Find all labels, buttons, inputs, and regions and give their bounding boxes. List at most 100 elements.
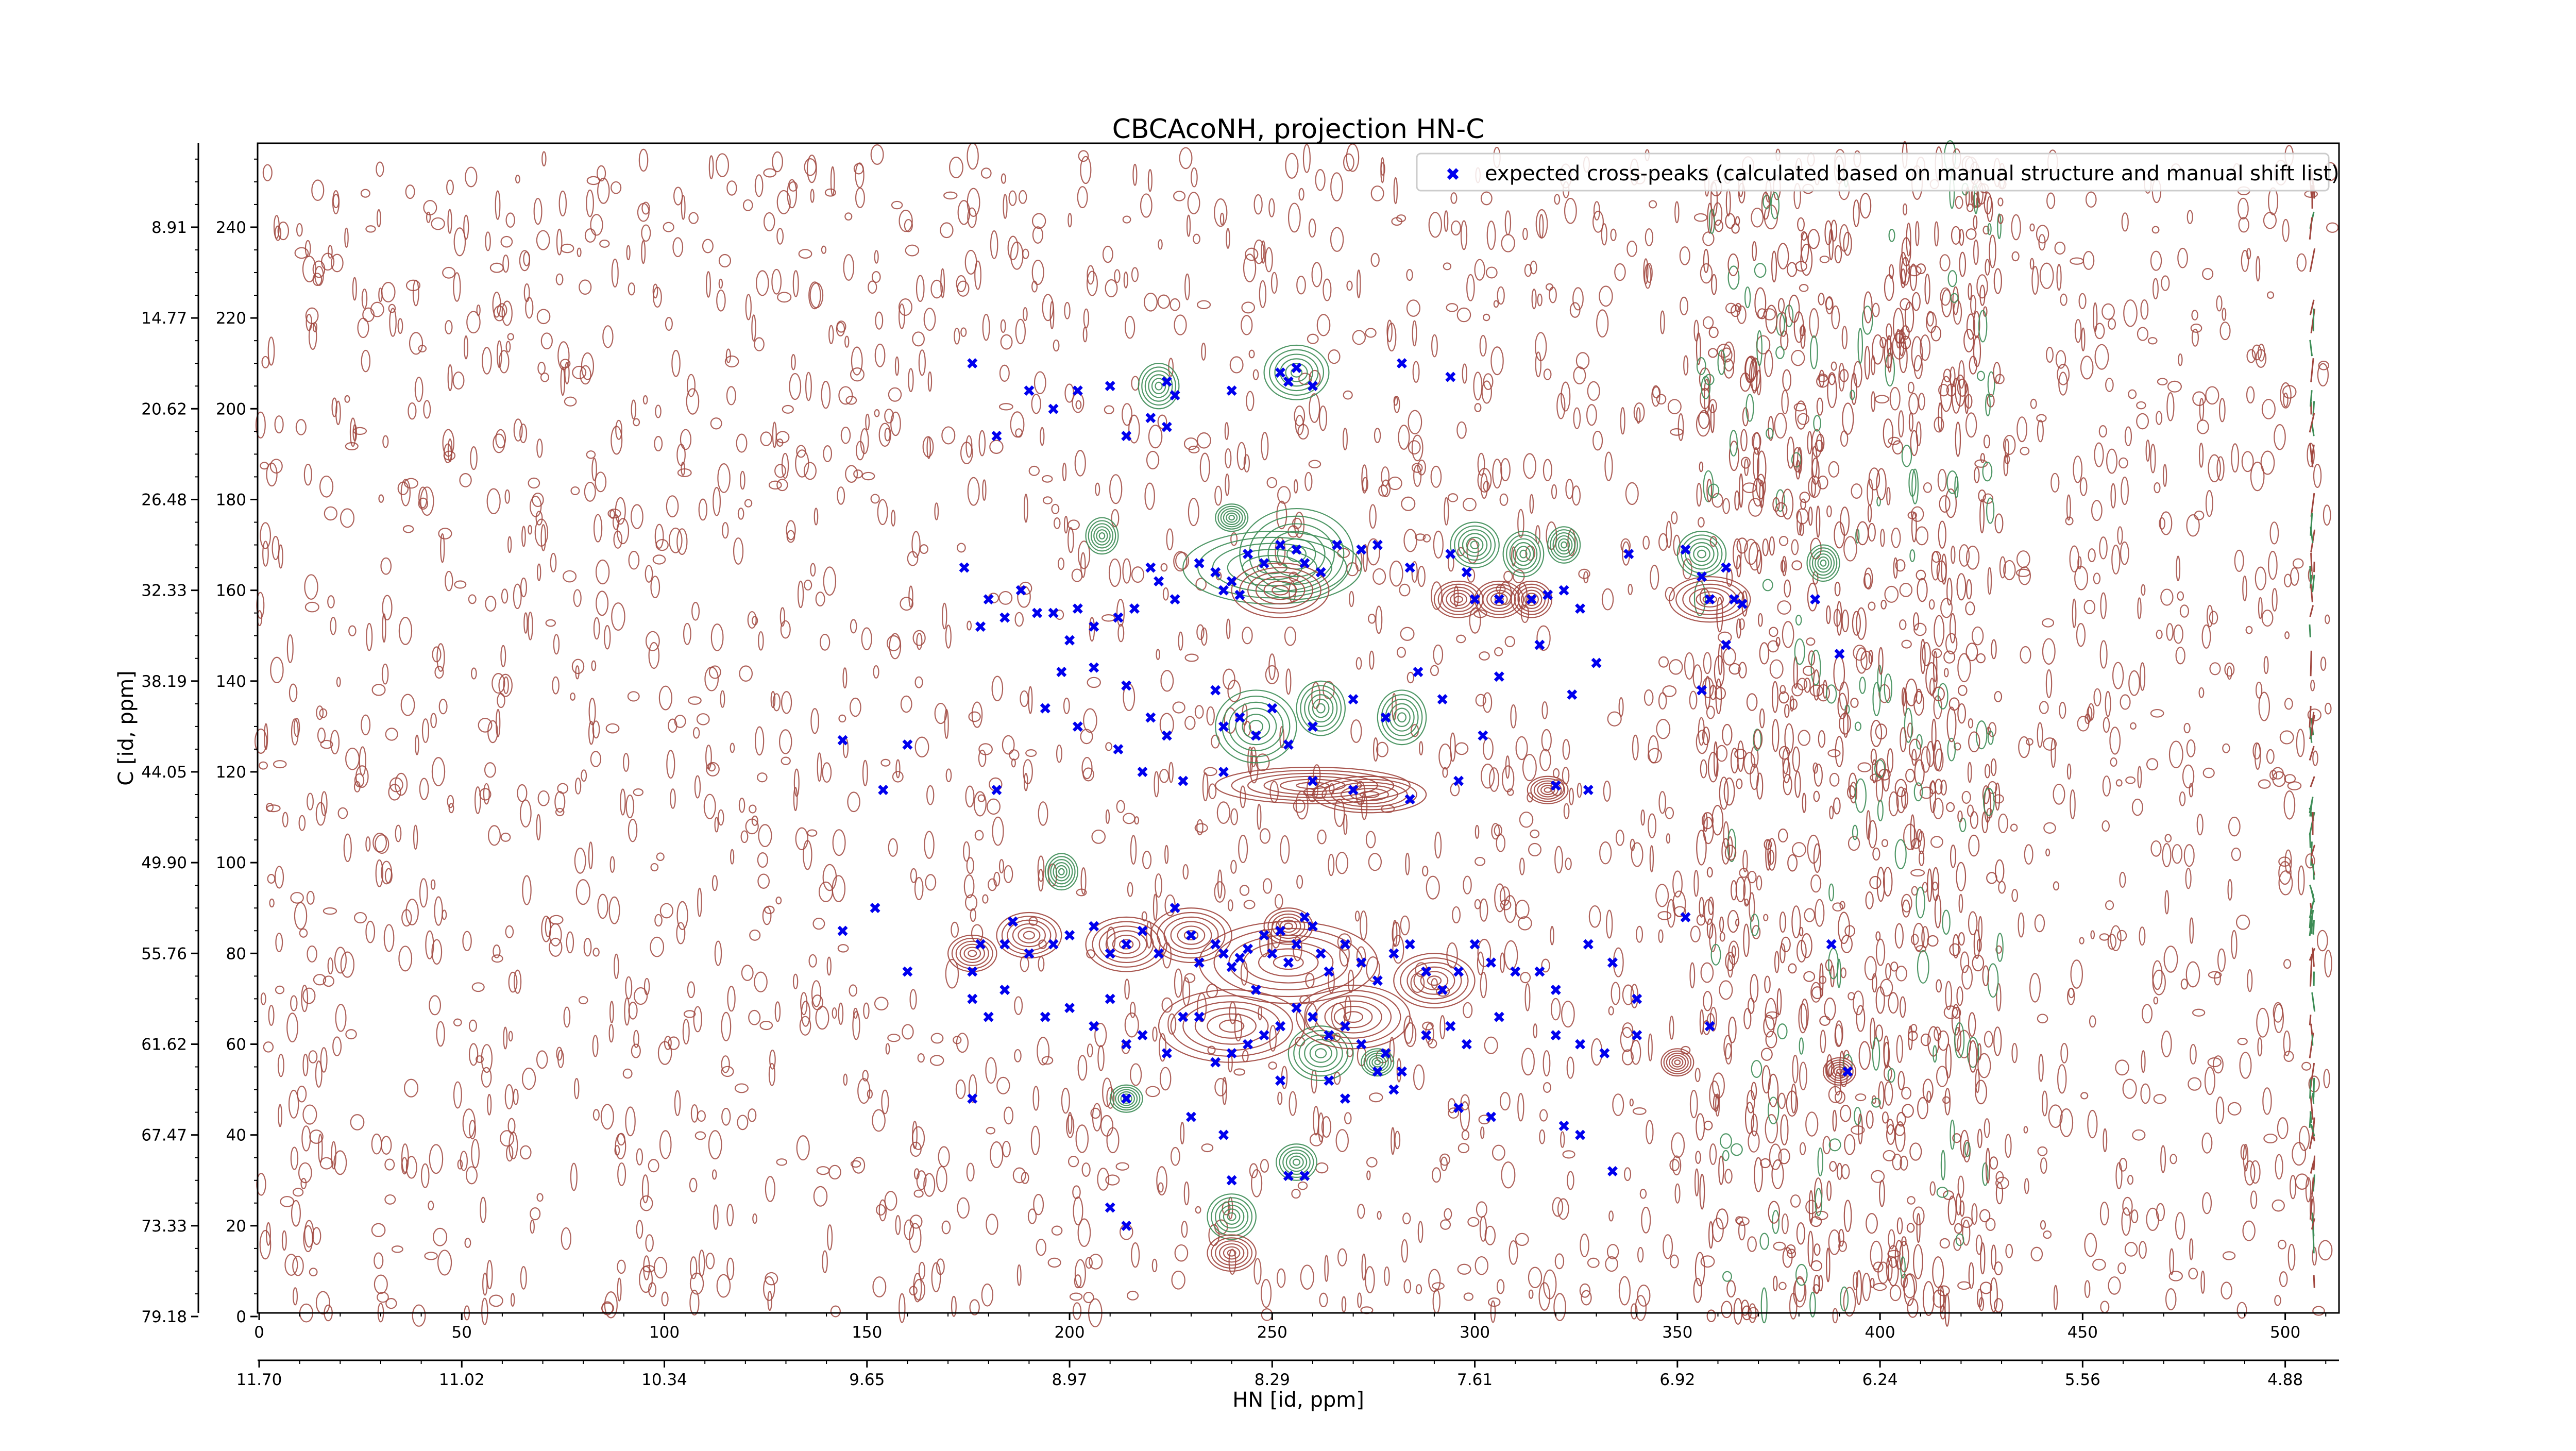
cross-peak-point: ✖ [1679, 909, 1692, 927]
cross-peak-point: ✖ [1403, 936, 1416, 954]
cross-peak-point: ✖ [1452, 773, 1465, 791]
y-secondary-tick-label: 44.05 [141, 763, 187, 782]
cross-peak-point: ✖ [1274, 922, 1286, 940]
chart-title: CBCAcoNH, projection HN-C [1112, 114, 1485, 145]
cross-peak-point: ✖ [1225, 1045, 1238, 1063]
cross-peak-point: ✖ [1436, 982, 1449, 1000]
cross-peak-point: ✖ [1533, 636, 1546, 654]
cross-peak-point: ✖ [1153, 945, 1165, 963]
cross-peak-point: ✖ [1314, 945, 1327, 963]
y-tick-label: 40 [226, 1126, 246, 1145]
cross-peak-point: ✖ [1825, 936, 1838, 954]
cross-peak-point: ✖ [1582, 936, 1595, 954]
cross-peak-point: ✖ [1071, 600, 1084, 618]
cross-peak-point: ✖ [1306, 718, 1319, 736]
cross-peak-point: ✖ [1177, 1009, 1190, 1027]
cross-peak-point: ✖ [1193, 954, 1206, 972]
cross-peak-point: ✖ [1695, 682, 1708, 700]
cross-peak-point: ✖ [1088, 918, 1100, 936]
cross-peak-point: ✖ [1387, 945, 1400, 963]
y-tick-label: 20 [226, 1217, 246, 1236]
cross-peak-point: ✖ [1412, 664, 1425, 682]
cross-peak-point: ✖ [1274, 537, 1286, 555]
x-tick-label: 0 [254, 1323, 264, 1342]
cross-peak-point: ✖ [1136, 764, 1149, 782]
x-secondary-tick-label: 7.61 [1457, 1371, 1493, 1389]
x-tick-label: 250 [1257, 1323, 1287, 1342]
cross-peak-point: ✖ [1242, 546, 1255, 564]
cross-peak-point: ✖ [1323, 1072, 1335, 1090]
cross-peak-point: ✖ [1622, 546, 1635, 564]
cross-peak-point: ✖ [1160, 728, 1173, 746]
legend-entry-label: expected cross-peaks (calculated based o… [1485, 162, 2340, 185]
cross-peak-point: ✖ [1541, 586, 1554, 604]
y-secondary-tick-label: 32.33 [141, 582, 187, 600]
cross-peak-point: ✖ [1071, 382, 1084, 400]
cross-peak-point: ✖ [1209, 564, 1222, 582]
cross-peak-point: ✖ [1403, 791, 1416, 809]
cross-peak-point: ✖ [990, 782, 1003, 800]
cross-peak-point: ✖ [1104, 1200, 1116, 1218]
cross-peak-point: ✖ [1168, 591, 1181, 609]
cross-peak-point: ✖ [1104, 945, 1116, 963]
cross-peak-point: ✖ [1557, 1118, 1570, 1136]
cross-peak-point: ✖ [1128, 600, 1141, 618]
cross-peak-point: ✖ [1249, 728, 1262, 746]
cross-peak-point: ✖ [1493, 591, 1505, 609]
x-tick-label: 400 [1865, 1323, 1895, 1342]
cross-peak-point: ✖ [836, 922, 849, 940]
cross-peak-point: ✖ [966, 1090, 979, 1108]
cross-peak-point: ✖ [1306, 773, 1319, 791]
y-tick-label: 100 [216, 854, 246, 872]
x-secondary-tick-label: 8.29 [1255, 1371, 1290, 1389]
x-tick-label: 200 [1054, 1323, 1084, 1342]
cross-peak-point: ✖ [1282, 954, 1295, 972]
edge-contour [2313, 920, 2314, 935]
cross-peak-point: ✖ [1014, 582, 1027, 600]
cross-peak-point: ✖ [1549, 1027, 1562, 1045]
y-secondary-tick-label: 38.19 [141, 672, 187, 691]
cross-peak-point: ✖ [1355, 1036, 1368, 1054]
legend: ✖ expected cross-peaks (calculated based… [1417, 154, 2340, 191]
y-tick-label: 140 [216, 672, 246, 691]
cross-peak-point: ✖ [1582, 782, 1595, 800]
cross-peak-point: ✖ [1338, 1018, 1351, 1036]
cross-peak-point: ✖ [966, 990, 979, 1008]
y-tick-label: 240 [216, 218, 246, 237]
cross-peak-point: ✖ [1088, 1018, 1100, 1036]
cross-peak-point: ✖ [1144, 709, 1157, 727]
cross-peak-point: ✖ [1274, 1018, 1286, 1036]
cross-peak-point: ✖ [1120, 428, 1133, 446]
x-tick-label: 100 [649, 1323, 680, 1342]
y-secondary-tick-label: 67.47 [141, 1126, 187, 1145]
cross-peak-point: ✖ [1323, 1027, 1335, 1045]
x-axis-label: HN [id, ppm] [1232, 1388, 1364, 1412]
cross-peak-point: ✖ [1258, 1027, 1270, 1045]
y-tick-label: 160 [216, 582, 246, 600]
cross-peak-point: ✖ [1509, 964, 1522, 982]
cross-peak-point: ✖ [1460, 1036, 1473, 1054]
cross-peak-point: ✖ [1444, 369, 1457, 387]
cross-peak-point: ✖ [1160, 1045, 1173, 1063]
cross-peak-point: ✖ [1338, 1090, 1351, 1108]
edge-contour [2313, 1093, 2314, 1104]
cross-peak-point: ✖ [1112, 741, 1125, 759]
cross-peak-point: ✖ [1314, 564, 1327, 582]
cross-peak-point: ✖ [1573, 1036, 1586, 1054]
cross-peak-point: ✖ [1338, 936, 1351, 954]
x-tick-label: 150 [852, 1323, 882, 1342]
cross-peak-point: ✖ [1063, 632, 1076, 650]
cross-peak-point: ✖ [1720, 560, 1733, 578]
cross-peak-point: ✖ [1282, 1168, 1295, 1186]
cross-peak-point: ✖ [1493, 1009, 1505, 1027]
cross-peak-point: ✖ [901, 736, 914, 754]
cross-peak-point: ✖ [1549, 777, 1562, 795]
x-tick-label: 500 [2270, 1323, 2300, 1342]
cross-peak-point: ✖ [1679, 541, 1692, 559]
y-tick-label: 60 [226, 1035, 246, 1054]
cross-peak-point: ✖ [1477, 728, 1489, 746]
cross-peak-point: ✖ [1249, 982, 1262, 1000]
x-tick-label: 350 [1662, 1323, 1692, 1342]
cross-peak-point: ✖ [1120, 936, 1133, 954]
cross-peak-point: ✖ [1120, 1036, 1133, 1054]
